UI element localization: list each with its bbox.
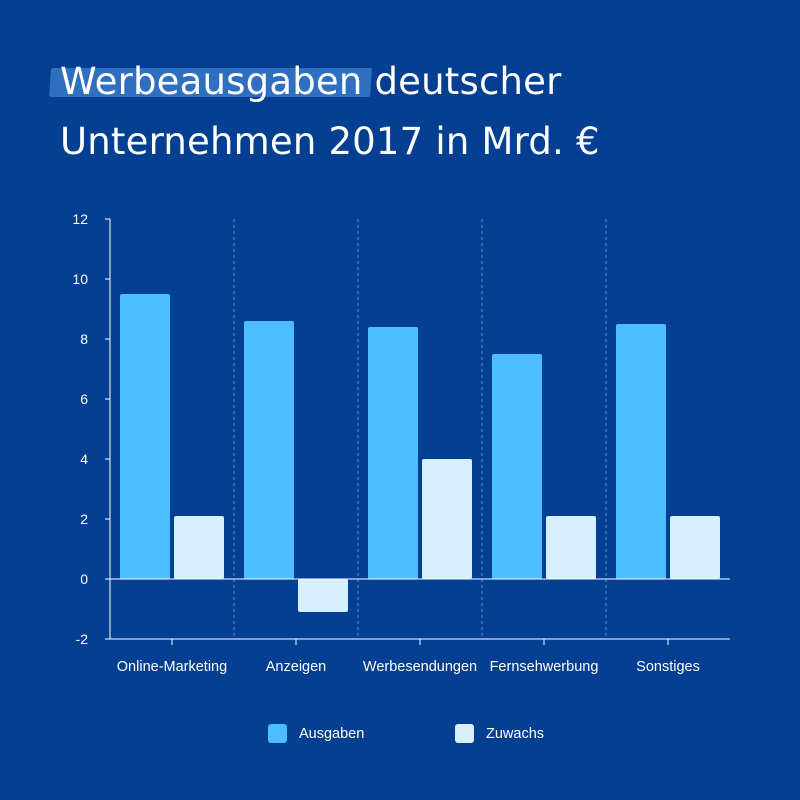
legend-item-zuwachs: Zuwachs	[455, 724, 544, 743]
legend-item-ausgaben: Ausgaben	[268, 724, 364, 743]
bar-ausgaben-2	[368, 327, 418, 579]
legend-label-zuwachs: Zuwachs	[486, 725, 545, 742]
y-tick-label: 4	[80, 451, 88, 467]
title-line1-rest: deutscher	[362, 60, 562, 103]
bar-ausgaben-0	[120, 294, 170, 579]
y-tick-label: 6	[80, 391, 88, 407]
bar-zuwachs-1	[298, 579, 348, 612]
bar-zuwachs-4	[670, 516, 720, 579]
x-tick-label: Werbesendungen	[363, 659, 477, 675]
y-tick-label: -2	[76, 631, 89, 647]
x-tick-label: Online-Marketing	[117, 659, 227, 675]
bar-ausgaben-3	[492, 354, 542, 579]
legend-swatch-ausgaben	[268, 724, 287, 743]
y-tick-label: 12	[72, 211, 88, 227]
bar-ausgaben-4	[616, 324, 666, 579]
y-tick-label: 10	[72, 271, 88, 287]
title-highlight: Werbeausgaben	[60, 60, 363, 103]
y-tick-label: 8	[80, 331, 88, 347]
bar-ausgaben-1	[244, 321, 294, 579]
title-line2: Unternehmen 2017 in Mrd. €	[60, 120, 600, 163]
legend-label-ausgaben: Ausgaben	[299, 725, 365, 742]
bar-zuwachs-2	[422, 459, 472, 579]
bar-zuwachs-3	[546, 516, 596, 579]
chart-title: Werbeausgaben deutscher Unternehmen 2017…	[60, 52, 760, 172]
y-tick-label: 2	[80, 511, 88, 527]
bar-zuwachs-0	[174, 516, 224, 579]
x-tick-label: Anzeigen	[266, 659, 326, 675]
x-tick-label: Fernsehwerbung	[490, 659, 599, 675]
y-tick-label: 0	[80, 571, 88, 587]
x-tick-label: Sonstiges	[636, 659, 700, 675]
legend-swatch-zuwachs	[455, 724, 474, 743]
legend: Ausgaben Zuwachs	[0, 724, 800, 748]
